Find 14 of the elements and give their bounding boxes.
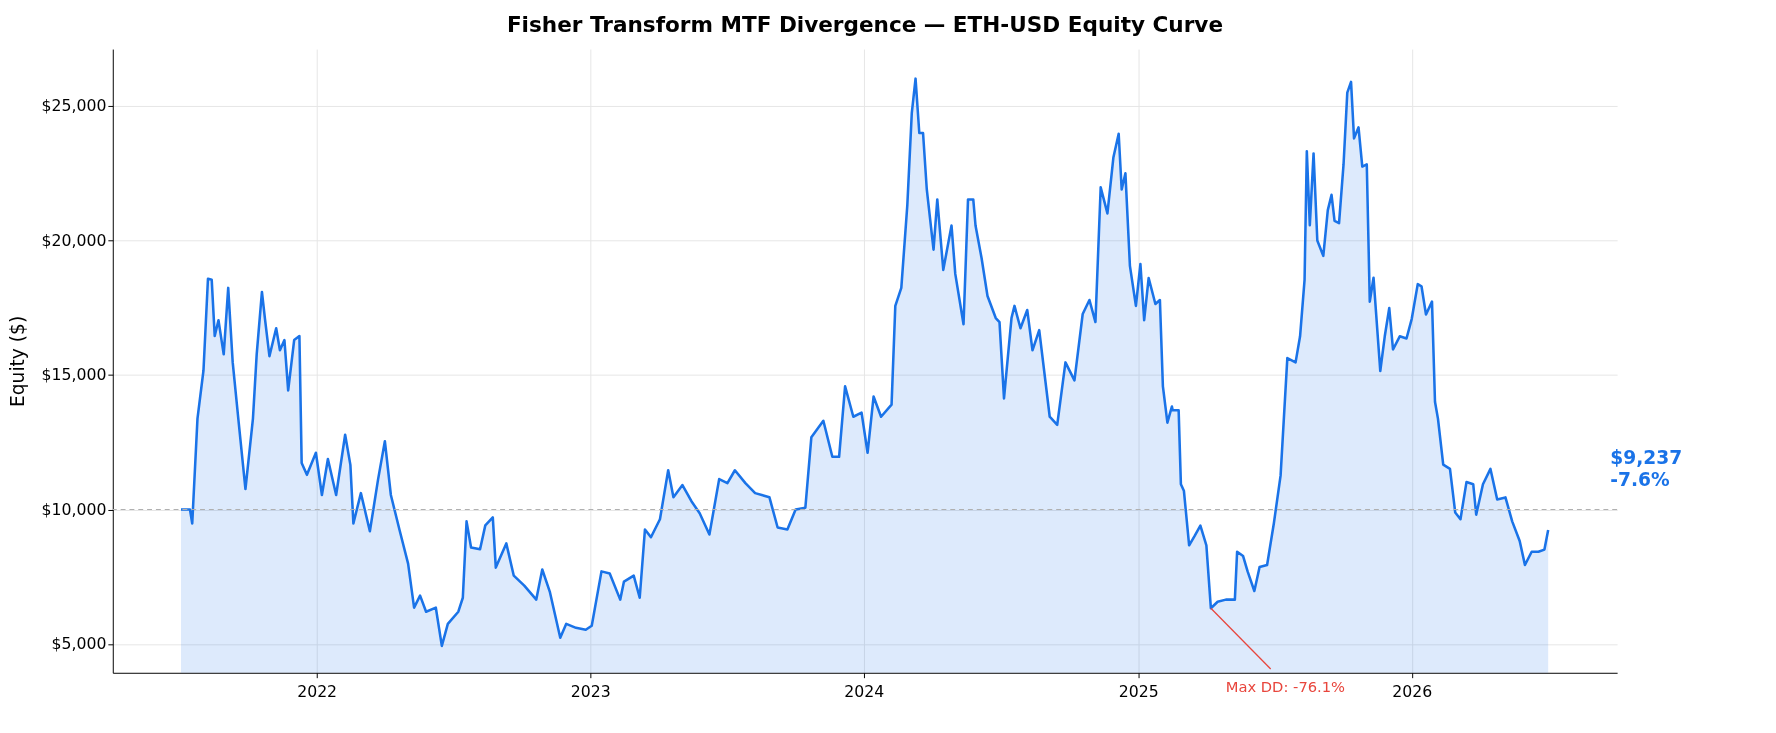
- y-tick-label: $10,000: [41, 499, 107, 519]
- x-tick-label: 2024: [844, 681, 885, 701]
- y-tick-label: $15,000: [41, 365, 107, 385]
- chart-title: Fisher Transform MTF Divergence — ETH-USD Equity Curve: [506, 12, 1224, 38]
- annotation: $9,237 -7.6%: [1610, 446, 1683, 491]
- annotation: Max DD: -76.1%: [1225, 677, 1346, 695]
- y-tick-label: $25,000: [41, 96, 107, 116]
- x-tick-label: 2022: [297, 681, 338, 701]
- x-tick-label: 2026: [1392, 681, 1433, 701]
- x-tick-label: 2023: [570, 681, 611, 701]
- y-tick-label: $20,000: [41, 230, 107, 250]
- y-axis-title: Equity ($): [6, 315, 28, 408]
- x-tick-label: 2025: [1118, 681, 1159, 701]
- y-tick-label: $5,000: [51, 634, 107, 654]
